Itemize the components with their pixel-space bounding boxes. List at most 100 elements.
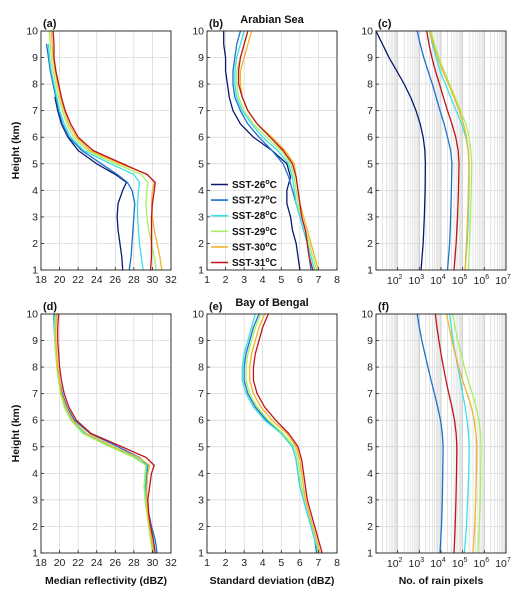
y-tick-label: 7 xyxy=(198,105,204,117)
x-tick-exponent: 5 xyxy=(464,557,468,564)
x-tick-exponent: 6 xyxy=(485,557,489,564)
x-tick-label: 22 xyxy=(72,274,84,286)
series-line-sst-31 xyxy=(434,313,458,554)
series-line-sst-30 xyxy=(55,313,155,554)
legend-degree: o xyxy=(265,241,269,248)
legend-base: SST- xyxy=(232,180,254,191)
x-tick-label: 18 xyxy=(35,557,47,569)
legend-value: 26 xyxy=(254,180,266,191)
x-tick-label: 104 xyxy=(430,557,446,570)
y-tick-label: 8 xyxy=(367,79,373,91)
x-tick-label: 30 xyxy=(147,557,159,569)
x-tick-label: 6 xyxy=(297,274,303,286)
x-tick-label: 1 xyxy=(204,557,210,569)
x-tick-label: 4 xyxy=(260,274,266,286)
y-tick-label: 4 xyxy=(32,185,38,197)
y-tick-label: 6 xyxy=(32,132,38,144)
x-tick-label: 24 xyxy=(91,557,103,569)
legend-unit: C xyxy=(270,227,277,238)
series-line-sst-28 xyxy=(448,313,470,554)
x-tick-label: 105 xyxy=(452,274,468,287)
legend-unit: C xyxy=(270,258,277,269)
y-tick-label: 9 xyxy=(198,52,204,64)
series-line-sst-31 xyxy=(57,313,156,554)
y-tick-label: 7 xyxy=(32,388,38,400)
y-tick-label: 2 xyxy=(367,521,373,533)
x-axis-label: Median reflectivity (dBZ) xyxy=(45,575,167,587)
x-tick-label: 32 xyxy=(165,274,177,286)
x-tick-label: 102 xyxy=(387,557,403,570)
legend-base: SST- xyxy=(232,227,254,238)
legend-value: 27 xyxy=(254,196,266,207)
panel-d: 1 2 3 4 5 6 7 8 9 10 18 20 22 24 26 28 30 32 (d) Median ref… xyxy=(10,301,177,587)
y-tick-label: 2 xyxy=(32,238,38,250)
x-tick-exponent: 4 xyxy=(442,557,446,564)
panel-label: (f) xyxy=(378,301,389,313)
series-line-sst-28 xyxy=(234,30,316,271)
y-tick-label: 5 xyxy=(367,158,373,170)
legend-entry: SST-30oC xyxy=(232,241,277,253)
x-tick-label: 107 xyxy=(495,557,511,570)
y-tick-label: 10 xyxy=(192,309,204,321)
x-tick-base: 10 xyxy=(495,558,507,570)
series-line-sst-30 xyxy=(50,30,163,271)
y-tick-label: 5 xyxy=(367,441,373,453)
y-tick-label: 10 xyxy=(361,26,373,38)
x-tick-label: 28 xyxy=(128,274,140,286)
legend-entry: SST-26oC xyxy=(232,179,277,191)
y-tick-label: 6 xyxy=(32,415,38,427)
axes-frame xyxy=(206,30,338,271)
series-line-sst-29 xyxy=(54,313,154,554)
y-tick-label: 4 xyxy=(367,468,373,480)
x-tick-label: 105 xyxy=(452,557,468,570)
y-tick-label: 4 xyxy=(32,468,38,480)
x-tick-exponent: 4 xyxy=(442,274,446,281)
x-tick-label: 4 xyxy=(260,557,266,569)
y-tick-label: 5 xyxy=(32,441,38,453)
legend: SST-26oCSST-27oCSST-28oCSST-29oCSST-30oC… xyxy=(211,179,277,269)
x-tick-label: 106 xyxy=(474,557,490,570)
y-tick-label: 3 xyxy=(367,494,373,506)
x-tick-label: 20 xyxy=(54,557,66,569)
y-tick-label: 1 xyxy=(198,265,204,277)
x-tick-label: 3 xyxy=(241,274,247,286)
series-line-sst-29 xyxy=(430,30,473,271)
y-tick-label: 4 xyxy=(198,468,204,480)
y-tick-label: 7 xyxy=(198,388,204,400)
y-tick-label: 8 xyxy=(198,362,204,374)
x-tick-exponent: 2 xyxy=(399,557,403,564)
x-tick-label: 20 xyxy=(54,274,66,286)
x-tick-label: 3 xyxy=(241,557,247,569)
legend-value: 28 xyxy=(254,211,266,222)
y-tick-label: 9 xyxy=(367,335,373,347)
x-tick-label: 5 xyxy=(278,274,284,286)
x-tick-exponent: 3 xyxy=(420,274,424,281)
series-line-sst-26 xyxy=(375,30,427,271)
y-tick-label: 1 xyxy=(198,548,204,560)
y-tick-label: 8 xyxy=(32,79,38,91)
x-tick-label: 30 xyxy=(147,274,159,286)
series-line-sst-28 xyxy=(47,43,144,271)
series-line-sst-29 xyxy=(452,313,482,554)
series-line-sst-30 xyxy=(445,313,478,554)
y-tick-label: 2 xyxy=(32,521,38,533)
series-line-sst-30 xyxy=(239,30,320,271)
x-tick-label: 6 xyxy=(297,557,303,569)
panel-label: (a) xyxy=(43,18,57,30)
y-tick-label: 6 xyxy=(367,132,373,144)
series-line-sst-30 xyxy=(249,313,321,554)
series-line-sst-28 xyxy=(241,313,320,554)
x-tick-exponent: 5 xyxy=(464,274,468,281)
panel-label: (d) xyxy=(43,301,57,313)
y-tick-label: 5 xyxy=(32,158,38,170)
legend-unit: C xyxy=(270,196,277,207)
x-tick-exponent: 6 xyxy=(485,274,489,281)
legend-base: SST- xyxy=(232,242,254,253)
legend-degree: o xyxy=(265,257,269,264)
x-tick-label: 8 xyxy=(334,557,340,569)
y-tick-label: 8 xyxy=(198,79,204,91)
legend-entry: SST-31oC xyxy=(232,257,277,269)
